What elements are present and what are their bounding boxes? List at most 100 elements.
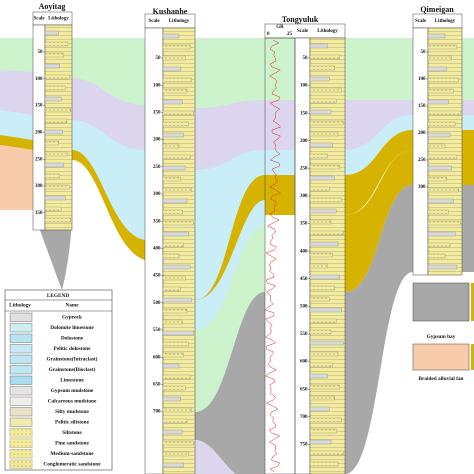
legend-swatch	[9, 407, 33, 417]
lithology-bed	[162, 154, 191, 160]
depth-label: 50	[156, 56, 162, 61]
legend-swatch-pattern	[10, 449, 32, 458]
facies-label: Gypsum bay	[427, 334, 456, 340]
lithology-bed	[309, 439, 332, 445]
band-green	[0, 38, 474, 108]
lithology-bed	[44, 206, 62, 212]
legend-label: Pelitic dolostone	[54, 346, 92, 352]
depth-label: 600	[153, 355, 161, 360]
scale-column	[32, 24, 46, 231]
lithology-bed	[309, 175, 335, 181]
depth-label: 350	[35, 211, 43, 216]
lithology-bed	[162, 253, 180, 259]
depth-label: 550	[153, 328, 161, 333]
facies-swatch-edge	[471, 344, 474, 370]
lithology-bed	[309, 340, 344, 346]
legend-swatch	[9, 344, 33, 354]
well-name: Aoyitag	[39, 2, 66, 11]
depth-label: 450	[300, 277, 308, 282]
depth-label: 700	[300, 415, 308, 420]
lithology-bed	[44, 195, 66, 201]
lithology-bed	[427, 121, 456, 127]
lithology-bed	[162, 297, 192, 303]
lithology-bed	[309, 197, 342, 203]
lithology-bed	[427, 220, 461, 226]
lithology-bed	[44, 151, 69, 157]
lithology-bed	[427, 99, 449, 105]
lithology-bed	[162, 220, 194, 226]
scale-column	[294, 37, 311, 474]
lithology-bed	[309, 142, 333, 148]
depth-label: 250	[300, 167, 308, 172]
depth-label: 300	[153, 192, 161, 197]
legend-swatch	[9, 375, 33, 385]
lithology-bed	[427, 88, 454, 94]
well-column: Aoyitag Scale Lithology 50 100 150 200 250 300 35…	[32, 2, 73, 231]
lithology-bed	[162, 451, 189, 457]
lithology-bed	[309, 98, 337, 104]
lithology-bed	[44, 63, 61, 69]
legend-swatch	[9, 323, 33, 333]
lithology-bed	[427, 187, 459, 193]
depth-label: 200	[300, 139, 308, 144]
depth-label: 150	[300, 111, 308, 116]
lithology-bed	[427, 110, 461, 116]
lithology-bed	[162, 176, 181, 182]
lithology-bed	[309, 43, 328, 49]
facies-label: Braided alluvial fan	[418, 376, 463, 382]
lithology-bed	[162, 33, 180, 39]
lithology-bed	[44, 41, 69, 47]
lithology-bed	[427, 77, 459, 83]
lithology-bed	[44, 173, 61, 179]
band-blue-lower	[195, 200, 265, 330]
lithology-column	[427, 27, 463, 276]
legend-header: Lithology	[9, 303, 31, 309]
band-green-lower	[195, 225, 265, 412]
lithology-bed	[162, 110, 194, 116]
lithology-bed	[162, 308, 188, 314]
lithology-bed	[162, 99, 183, 105]
legend-label: Medium-sandstone	[50, 451, 94, 457]
lithology-bed	[309, 65, 335, 71]
lithology-bed	[44, 129, 63, 135]
well-column: Kushanhe Scale Lithology 50 100 150 200 250 300 3…	[144, 7, 196, 474]
lithology-bed	[309, 54, 340, 60]
depth-label: 50	[303, 56, 309, 61]
lithology-bed	[309, 285, 335, 291]
lithology-bed	[427, 176, 447, 182]
depth-label: 450	[153, 274, 161, 279]
lithology-bed	[309, 450, 344, 456]
lithology-bed	[44, 184, 70, 190]
lithology-bed	[309, 417, 342, 423]
lithology-bed	[309, 373, 328, 379]
lithology-bed	[162, 319, 183, 325]
depth-label: 500	[300, 305, 308, 310]
scale-header: Scale	[415, 19, 427, 24]
lithology-bed	[44, 96, 62, 102]
lithology-bed	[162, 363, 180, 369]
lithology-bed	[427, 132, 451, 138]
lithology-bed	[309, 307, 342, 313]
well-name: Qimeigan	[420, 5, 454, 14]
legend-label: Fine sandstone	[55, 440, 89, 446]
lithology-bed	[162, 374, 191, 380]
depth-label: 200	[35, 131, 43, 136]
legend-label: Limestone	[60, 377, 84, 383]
depth-label: 150	[35, 104, 43, 109]
lithology-bed	[309, 241, 339, 247]
lithology-bed	[309, 274, 340, 280]
facies-swatch-edge	[471, 283, 474, 321]
depth-label: 250	[418, 158, 426, 163]
lithology-bed	[44, 74, 70, 80]
lithology-bed	[427, 253, 446, 259]
lithology-bed	[162, 396, 181, 402]
lithology-bed	[309, 329, 332, 335]
depth-label: 50	[38, 50, 44, 55]
lithology-bed	[427, 264, 458, 270]
depth-label: 500	[153, 301, 161, 306]
lithology-bed	[427, 165, 452, 171]
lithology-bed	[427, 66, 447, 72]
gr-curve	[264, 39, 281, 473]
lithology-bed	[162, 341, 189, 347]
